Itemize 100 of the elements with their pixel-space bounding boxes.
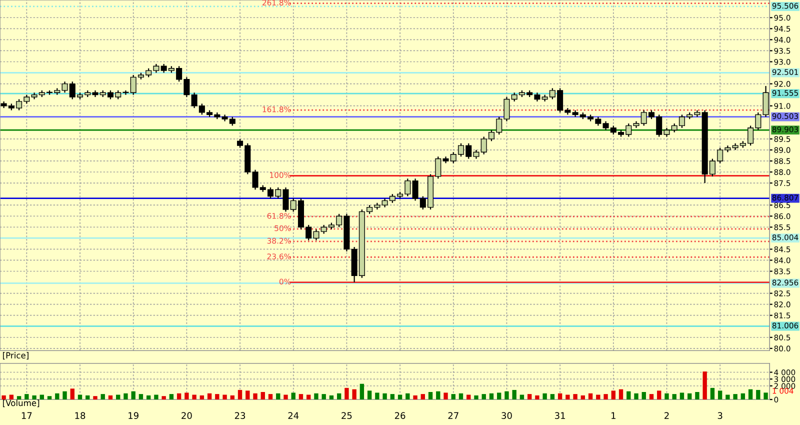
bar	[444, 392, 448, 400]
bar	[276, 393, 280, 400]
bar	[268, 394, 273, 400]
bar	[222, 394, 227, 400]
bar	[512, 390, 516, 400]
bar	[246, 390, 250, 400]
x-tick-label: 20	[182, 412, 192, 419]
bar	[162, 396, 166, 400]
bar	[344, 388, 349, 400]
x-tick-label: 31	[555, 412, 565, 419]
bar	[428, 392, 433, 400]
bar	[184, 392, 189, 400]
bar	[291, 392, 296, 400]
bar	[382, 393, 387, 400]
bar	[314, 393, 318, 400]
bar	[2, 395, 6, 400]
bar	[9, 394, 14, 400]
bar	[680, 392, 684, 400]
bar	[284, 394, 288, 400]
bar	[322, 394, 326, 400]
bar	[70, 388, 74, 400]
bar	[108, 395, 113, 400]
bar	[215, 394, 220, 400]
bar	[298, 394, 304, 400]
bar	[756, 390, 760, 400]
bar	[138, 394, 144, 400]
bar	[336, 393, 342, 400]
bar	[618, 389, 624, 400]
bar	[390, 394, 395, 400]
bar	[504, 391, 509, 400]
bar	[687, 393, 692, 400]
bar	[16, 396, 22, 400]
bar	[192, 394, 196, 400]
bar	[200, 395, 204, 400]
bar	[718, 390, 722, 400]
bar	[497, 392, 502, 400]
bar	[726, 394, 730, 400]
x-tick-label: 19	[128, 412, 138, 419]
bar	[367, 390, 372, 400]
bar	[238, 390, 242, 400]
bar	[702, 372, 707, 400]
bar	[489, 393, 494, 400]
bar	[124, 393, 128, 400]
bar	[398, 394, 402, 400]
bar	[24, 394, 29, 400]
bar	[626, 391, 631, 400]
bar	[420, 394, 425, 400]
x-tick-label: 27	[448, 412, 458, 419]
bar	[352, 389, 356, 400]
x-tick-label: 30	[502, 412, 512, 419]
bar	[40, 394, 44, 400]
x-tick-label: 23	[234, 412, 246, 419]
bar	[527, 394, 532, 400]
bar	[55, 393, 60, 400]
bar	[764, 392, 768, 400]
x-tick-label: 24	[288, 412, 299, 419]
bar	[458, 393, 464, 400]
x-tick-label: 26	[394, 412, 406, 419]
bar	[78, 394, 82, 400]
bar	[542, 393, 547, 400]
bar	[116, 394, 120, 400]
bar	[154, 394, 158, 400]
bar	[253, 393, 258, 400]
bar	[93, 396, 98, 400]
bar	[740, 393, 746, 400]
bar	[329, 395, 334, 400]
bar	[596, 394, 600, 400]
x-tick-label: 18	[75, 412, 86, 419]
bar	[604, 394, 608, 400]
bar	[207, 393, 212, 400]
bar	[710, 388, 715, 400]
x-tick-label: 25	[342, 412, 352, 419]
bar	[176, 393, 182, 400]
x-tick-label: 1	[612, 412, 616, 419]
text: [Price]	[3, 352, 28, 360]
bar	[657, 390, 662, 400]
bar	[100, 394, 105, 400]
bar	[466, 394, 471, 400]
bar	[695, 392, 700, 400]
bar	[558, 393, 562, 400]
bar	[306, 394, 311, 400]
bar	[86, 395, 90, 400]
bar	[520, 394, 524, 400]
bar	[733, 394, 738, 400]
bar	[62, 391, 67, 400]
bar	[169, 394, 174, 400]
x-tick-label: 3	[718, 412, 722, 419]
bar	[672, 394, 676, 400]
x-tick-label: 17	[22, 412, 32, 419]
bar	[642, 392, 646, 400]
bar	[649, 394, 654, 400]
bar	[550, 394, 555, 400]
bar	[436, 391, 440, 400]
bar	[482, 394, 486, 400]
x-tick-label: 2	[664, 412, 669, 419]
bar	[451, 394, 456, 400]
bar	[146, 395, 151, 400]
bar	[260, 392, 265, 400]
bar	[580, 395, 586, 400]
bar	[474, 395, 478, 400]
